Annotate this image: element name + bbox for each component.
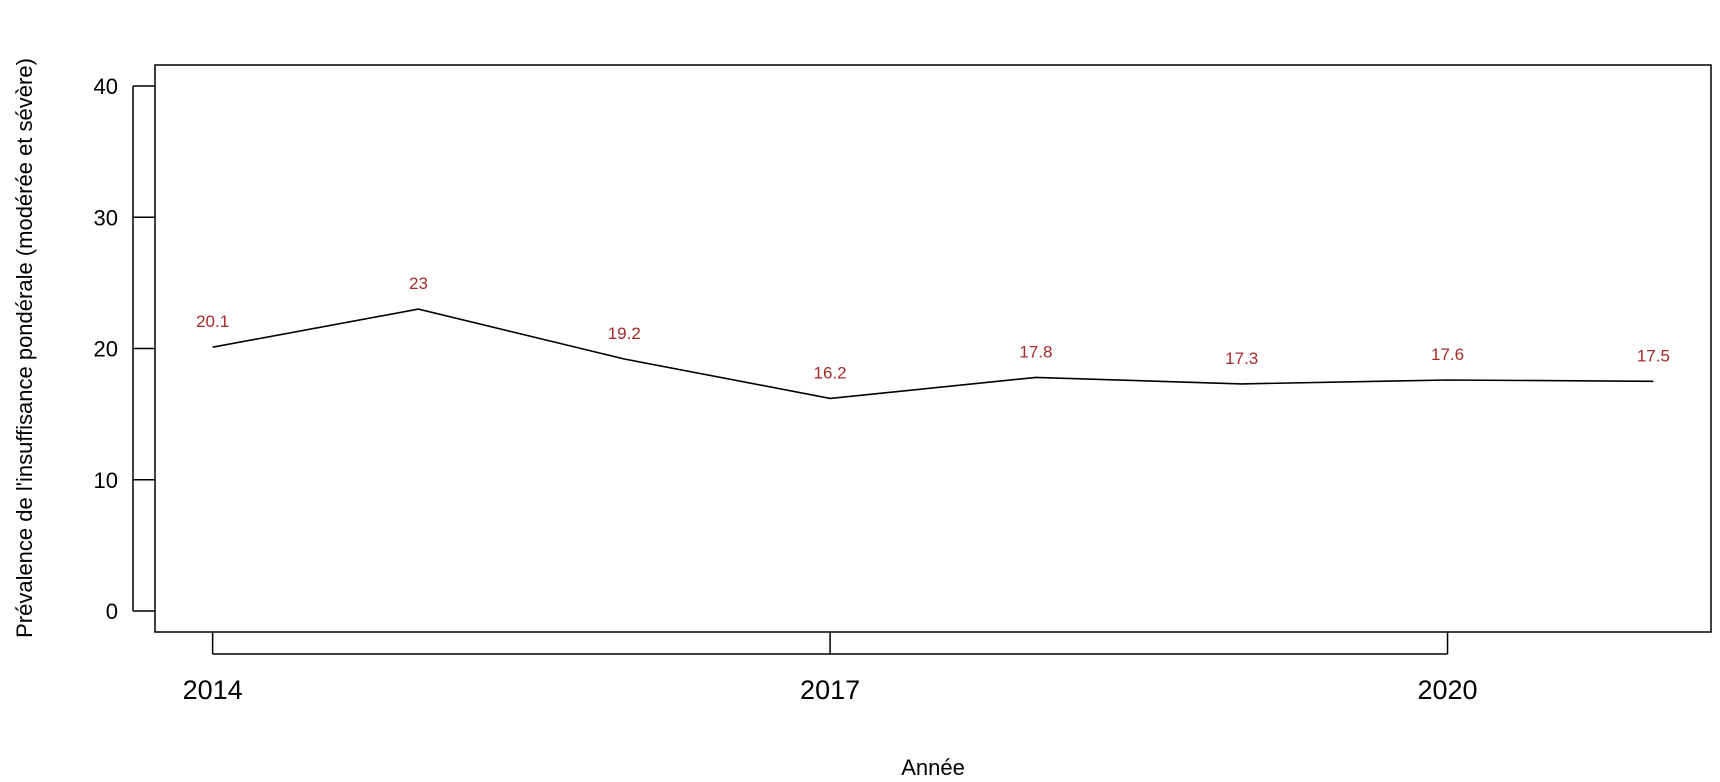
data-label: 17.3 (1225, 349, 1258, 368)
y-tick-label: 30 (94, 205, 118, 230)
y-tick-label: 10 (94, 468, 118, 493)
x-tick-label: 2014 (183, 675, 243, 705)
data-label: 23 (409, 274, 428, 293)
y-tick-label: 20 (94, 337, 118, 362)
data-label: 16.2 (814, 363, 847, 382)
y-tick-label: 40 (94, 74, 118, 99)
x-axis: 2014 2017 2020 (183, 632, 1478, 705)
data-label: 17.5 (1637, 346, 1670, 365)
series-layer (212, 308, 1654, 400)
data-label: 17.6 (1431, 345, 1464, 364)
y-axis: 0 10 20 30 40 (94, 74, 155, 624)
x-tick-label: 2020 (1418, 675, 1478, 705)
series-line (212, 308, 1654, 400)
plot-area-border (154, 64, 1712, 633)
data-label: 17.8 (1019, 342, 1052, 361)
x-tick-label: 2017 (800, 675, 860, 705)
data-label: 19.2 (608, 324, 641, 343)
data-label: 20.1 (196, 312, 229, 331)
x-axis-title: Année (901, 755, 965, 780)
y-tick-label: 0 (106, 599, 118, 624)
data-label-layer: 20.1 23 19.2 16.2 17.8 17.3 17.6 17.5 (196, 274, 1670, 382)
y-axis-title: Prévalence de l'insuffisance pondérale (… (12, 58, 37, 638)
